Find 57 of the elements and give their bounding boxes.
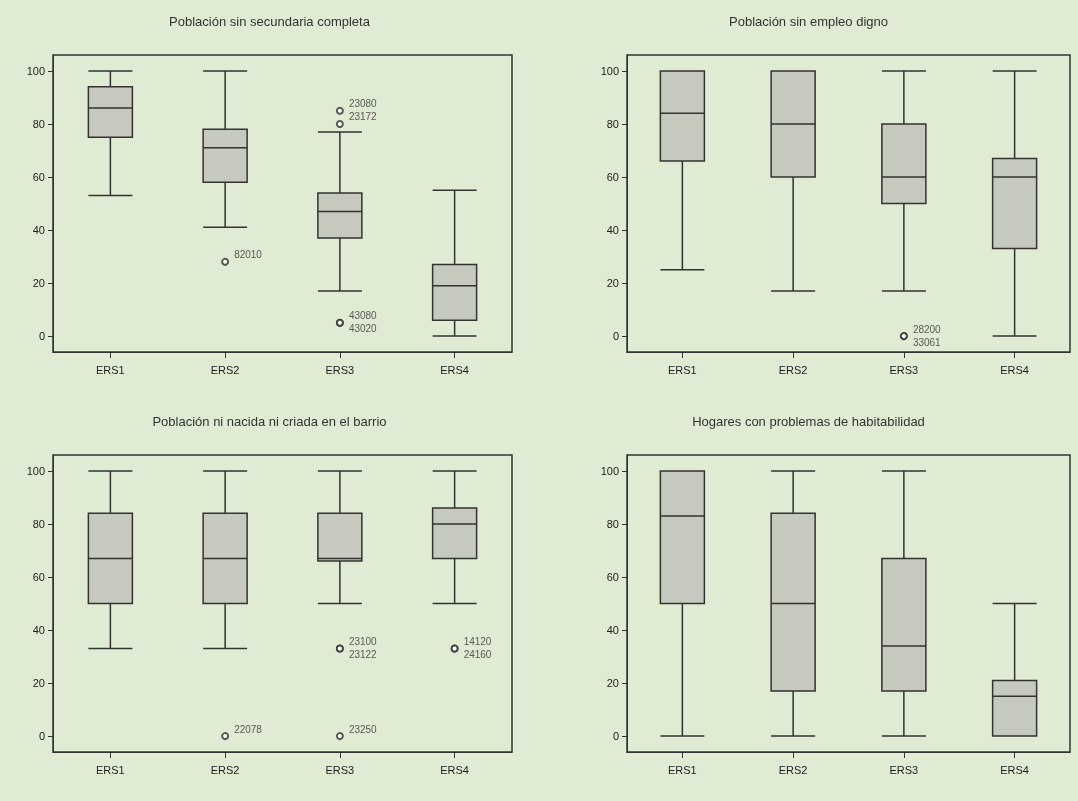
y-tick-label: 80 xyxy=(32,117,45,130)
y-tick-label: 0 xyxy=(612,330,619,343)
y-tick-label: 0 xyxy=(38,730,45,743)
y-tick-label: 100 xyxy=(600,64,619,77)
chart-title: Población ni nacida ni criada en el barrio xyxy=(152,414,387,429)
chart-title: Población sin empleo digno xyxy=(729,14,888,29)
y-tick-label: 20 xyxy=(606,677,619,690)
y-tick-label: 0 xyxy=(38,330,45,343)
annotation: 23250 xyxy=(348,723,378,735)
annotation: 22078 xyxy=(234,723,263,735)
y-tick-label: 40 xyxy=(606,624,619,637)
annotation: 23172 xyxy=(348,111,378,123)
y-tick-label: 0 xyxy=(612,730,619,743)
annotation: 33061 xyxy=(912,336,942,348)
x-tick-label: ERS2 xyxy=(210,763,240,776)
annotation: 23100 xyxy=(348,636,378,648)
x-tick-label: ERS3 xyxy=(889,763,919,776)
y-tick-label: 80 xyxy=(32,517,45,530)
x-tick-label: ERS4 xyxy=(1000,363,1029,376)
y-tick-label: 20 xyxy=(32,277,45,290)
annotation: 14120 xyxy=(463,636,492,648)
chart-title: Población sin secundaria completa xyxy=(169,14,371,29)
x-tick-label: ERS3 xyxy=(325,763,355,776)
x-tick-label: ERS4 xyxy=(440,763,469,776)
annotation: 24160 xyxy=(463,649,492,661)
y-tick-label: 20 xyxy=(32,677,45,690)
y-tick-label: 100 xyxy=(26,464,45,477)
x-tick-label: ERS3 xyxy=(889,363,919,376)
y-tick-label: 60 xyxy=(32,170,45,183)
y-tick-label: 100 xyxy=(26,64,45,77)
y-tick-label: 40 xyxy=(32,224,45,237)
x-tick-label: ERS3 xyxy=(325,363,355,376)
x-tick-label: ERS1 xyxy=(668,763,697,776)
y-tick-label: 80 xyxy=(606,517,619,530)
annotation: 23080 xyxy=(348,98,378,110)
x-tick-label: ERS1 xyxy=(668,363,697,376)
y-tick-label: 80 xyxy=(606,117,619,130)
x-tick-label: ERS1 xyxy=(96,763,125,776)
annotation: 43080 xyxy=(348,310,378,322)
annotation: 28200 xyxy=(912,323,942,335)
x-tick-label: ERS4 xyxy=(440,363,469,376)
y-tick-label: 20 xyxy=(606,277,619,290)
x-tick-label: ERS2 xyxy=(778,763,808,776)
y-tick-label: 60 xyxy=(606,170,619,183)
y-tick-label: 60 xyxy=(32,570,45,583)
y-tick-label: 40 xyxy=(606,224,619,237)
x-tick-label: ERS1 xyxy=(96,363,125,376)
annotation: 43020 xyxy=(348,323,378,335)
annotation: 23122 xyxy=(348,649,378,661)
annotation: 82010 xyxy=(234,249,263,261)
y-tick-label: 40 xyxy=(32,624,45,637)
x-tick-label: ERS4 xyxy=(1000,763,1029,776)
chart-title: Hogares con problemas de habitabilidad xyxy=(692,414,925,429)
x-tick-label: ERS2 xyxy=(778,363,808,376)
y-tick-label: 100 xyxy=(600,464,619,477)
x-tick-label: ERS2 xyxy=(210,363,240,376)
y-tick-label: 60 xyxy=(606,570,619,583)
